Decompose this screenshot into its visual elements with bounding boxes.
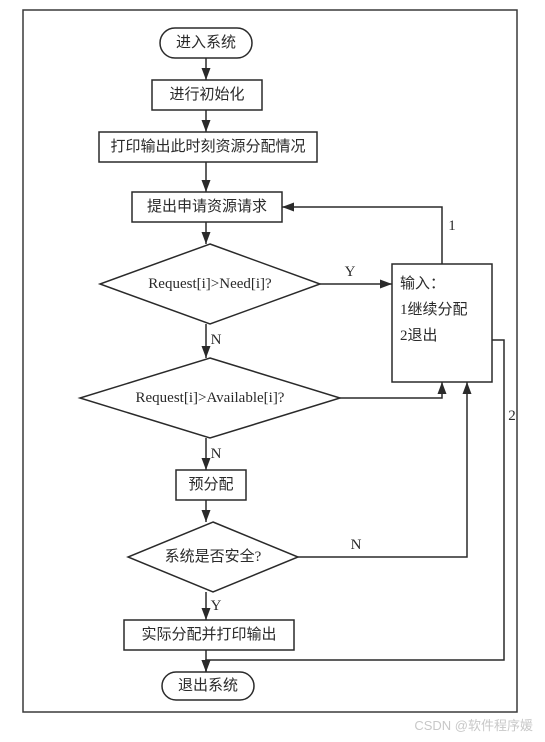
node-label-actual: 实际分配并打印输出	[141, 626, 276, 643]
node-label-d3: 系统是否安全?	[165, 547, 262, 565]
watermark-author: @软件程序媛	[455, 718, 533, 733]
watermark: CSDN @软件程序媛	[414, 715, 533, 734]
edge-label-d3-menu: N	[351, 537, 362, 553]
node-label-start: 进入系统	[176, 34, 236, 51]
node-label-prealloc: 预分配	[188, 476, 233, 493]
edge-label-menu-exit: 2	[508, 408, 516, 424]
node-label-d1: Request[i]>Need[i]?	[148, 276, 272, 292]
edge-label-menu-request: 1	[448, 218, 456, 234]
node-label-init: 进行初始化	[169, 86, 244, 103]
menu-line-0: 输入：	[400, 275, 445, 292]
edge-label-d1-d2: N	[211, 332, 222, 348]
edge-label-d1-menu: Y	[345, 264, 356, 280]
node-label-exit: 退出系统	[178, 677, 238, 694]
node-label-d2: Request[i]>Available[i]?	[136, 390, 285, 406]
node-label-request: 提出申请资源请求	[147, 198, 267, 215]
edge-d2-menu	[340, 382, 442, 398]
watermark-brand: CSDN	[414, 718, 451, 733]
edge-d3-menu	[298, 382, 467, 557]
edge-menu-request	[282, 207, 442, 264]
node-label-print1: 打印输出此时刻资源分配情况	[110, 138, 305, 155]
flowchart-canvas: 进入系统进行初始化打印输出此时刻资源分配情况提出申请资源请求 Request[i]…	[0, 0, 545, 742]
edge-label-d3-actual: Y	[211, 598, 222, 614]
edge-label-d2-prealloc: N	[211, 446, 222, 462]
menu-line-2: 2退出	[400, 327, 438, 344]
menu-line-1: 1继续分配	[400, 301, 468, 318]
